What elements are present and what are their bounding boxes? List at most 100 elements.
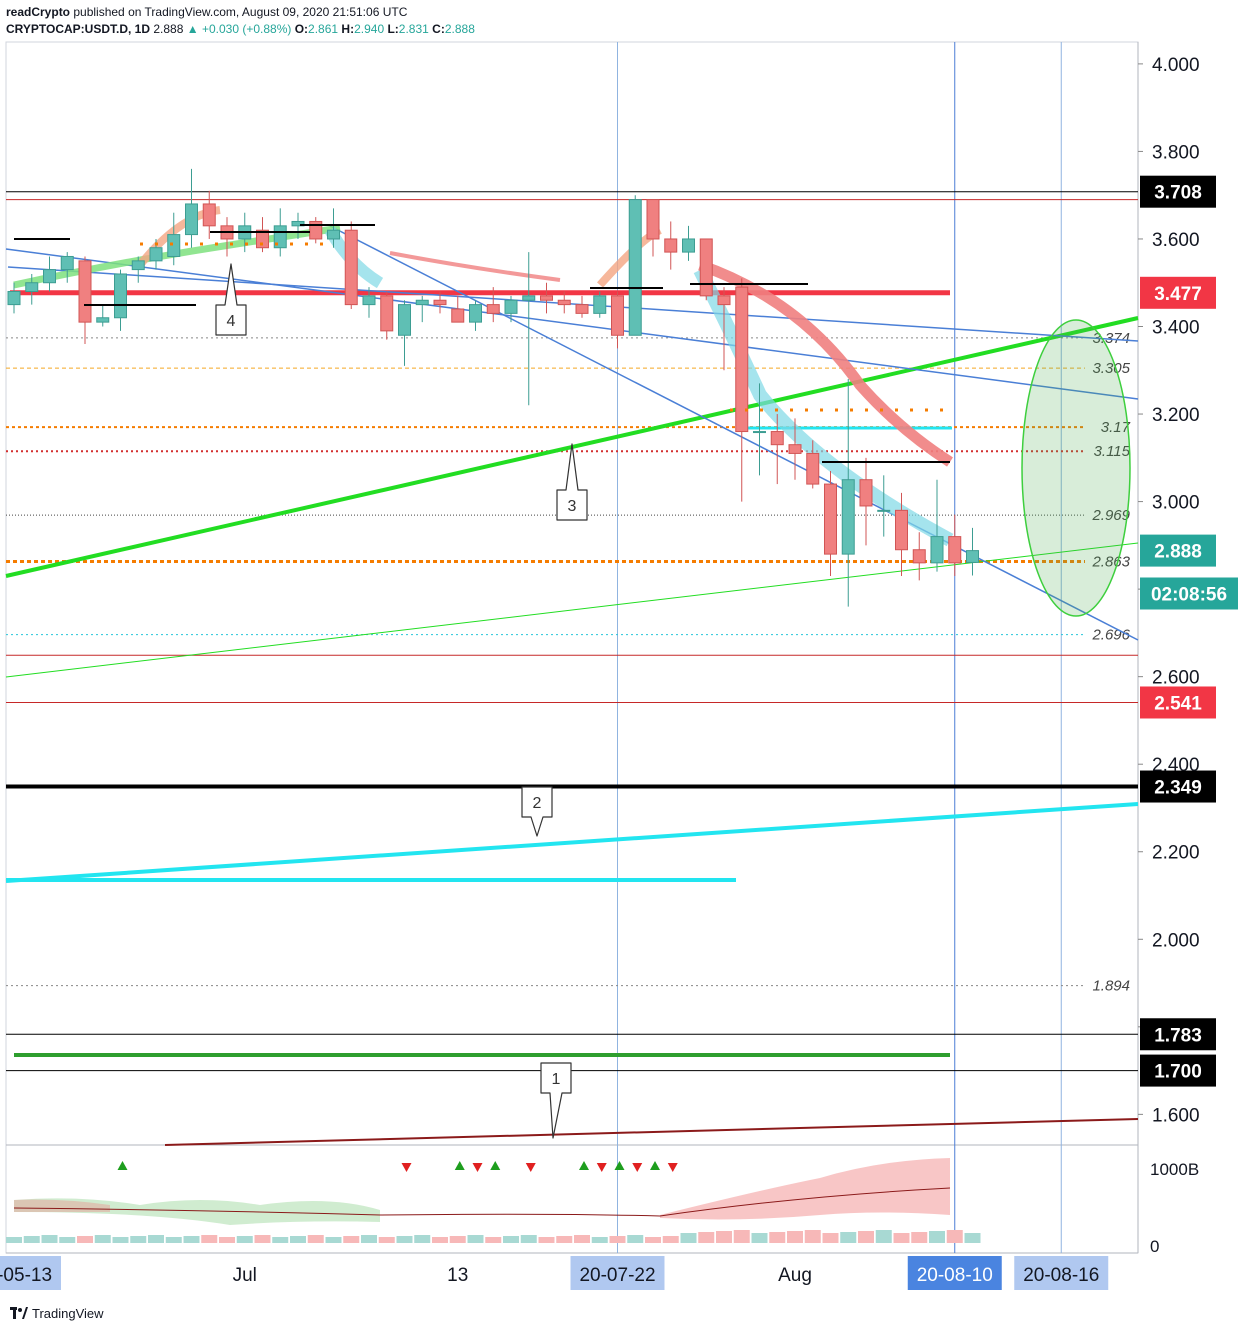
level-label: 3.305 bbox=[1092, 360, 1130, 377]
volume-bar bbox=[538, 1237, 555, 1243]
publish-date: published on TradingView.com, August 09,… bbox=[73, 5, 408, 19]
volume-bar bbox=[716, 1231, 732, 1243]
callout-box bbox=[540, 1062, 572, 1139]
price-badge-label: 2.888 bbox=[1154, 542, 1202, 563]
time-badge bbox=[1014, 1256, 1109, 1290]
candle-body bbox=[877, 509, 891, 512]
candle-body bbox=[167, 234, 181, 257]
level-label: 2.863 bbox=[1091, 554, 1130, 571]
price-badge-label: 2.349 bbox=[1154, 778, 1202, 799]
price-badge-label: 2.541 bbox=[1154, 693, 1202, 714]
candle-body bbox=[646, 199, 660, 240]
candle-body bbox=[25, 282, 39, 292]
candle-body bbox=[256, 229, 269, 249]
cyan-trendline bbox=[5, 802, 1139, 883]
candle-body bbox=[770, 431, 784, 446]
volume-bar bbox=[219, 1237, 235, 1243]
green-thin-trendline bbox=[5, 542, 1139, 678]
candle-body bbox=[895, 509, 908, 551]
last-price: 2.888 bbox=[153, 22, 184, 36]
volume-axis-label: 0 bbox=[1150, 1237, 1159, 1256]
volume-bar bbox=[822, 1233, 839, 1243]
candle-body bbox=[114, 273, 127, 319]
callout-number: 1 bbox=[552, 1071, 561, 1088]
indicator-cloud-green bbox=[14, 1198, 380, 1225]
volume-bar bbox=[130, 1236, 147, 1243]
buy-signal-icon bbox=[650, 1161, 660, 1170]
price-badge bbox=[1140, 686, 1216, 719]
price-tick-label: 3.600 bbox=[1152, 230, 1200, 251]
time-label: 20-08-10 bbox=[917, 1265, 993, 1286]
candle-body bbox=[78, 260, 92, 323]
candle-body bbox=[60, 255, 74, 271]
volume-bar bbox=[272, 1237, 289, 1243]
volume-bar bbox=[733, 1230, 750, 1243]
low-value: 2.831 bbox=[398, 22, 429, 36]
callout-box bbox=[521, 786, 553, 837]
volume-bar bbox=[254, 1235, 271, 1243]
blue-trendline-lower bbox=[329, 225, 1139, 641]
price-tick-label: 2.600 bbox=[1152, 668, 1200, 689]
ma-band-cyan-2 bbox=[693, 266, 954, 547]
candle-body bbox=[557, 299, 571, 306]
time-label: 13 bbox=[447, 1265, 468, 1286]
candle-body bbox=[433, 299, 447, 306]
candle-body bbox=[628, 199, 642, 336]
volume-bar bbox=[432, 1237, 448, 1243]
price-tick-label: 1.600 bbox=[1152, 1105, 1200, 1126]
ma-band-red-thin bbox=[389, 251, 561, 282]
volume-bar bbox=[94, 1235, 111, 1243]
volume-bar bbox=[680, 1233, 697, 1243]
volume-bar bbox=[769, 1232, 786, 1243]
candle-body bbox=[202, 203, 216, 227]
time-label: 20-05-13 bbox=[0, 1265, 52, 1286]
tradingview-brand[interactable]: TradingView bbox=[10, 1306, 104, 1321]
volume-bar bbox=[662, 1236, 679, 1243]
volume-bar bbox=[396, 1236, 413, 1243]
volume-axis-label: 1000B bbox=[1150, 1160, 1199, 1179]
close-label: C: bbox=[432, 22, 445, 36]
target-ellipse bbox=[1021, 319, 1131, 617]
volume-bar bbox=[591, 1237, 608, 1243]
ma-band-red bbox=[698, 259, 953, 467]
brand-label: TradingView bbox=[32, 1306, 104, 1321]
tradingview-logo-icon bbox=[10, 1307, 28, 1319]
buy-signal-icon bbox=[579, 1161, 589, 1170]
publish-info: readCrypto published on TradingView.com,… bbox=[6, 5, 407, 19]
volume-bar bbox=[645, 1237, 661, 1243]
chart-frame bbox=[5, 41, 1139, 1254]
sell-signal-icon bbox=[472, 1163, 483, 1172]
price-badge-label: 3.708 bbox=[1154, 183, 1202, 204]
volume-bar bbox=[787, 1231, 803, 1243]
volume-bar bbox=[698, 1232, 715, 1243]
volume-bar bbox=[361, 1235, 377, 1243]
volume-bar bbox=[751, 1233, 768, 1243]
buy-signal-icon bbox=[454, 1161, 465, 1170]
price-badge bbox=[1140, 175, 1216, 208]
callout-box bbox=[215, 263, 247, 336]
candle-body bbox=[185, 203, 198, 236]
volume-bar bbox=[467, 1235, 484, 1243]
volume-bar bbox=[165, 1237, 182, 1243]
callout-number: 2 bbox=[533, 795, 542, 812]
volume-bar bbox=[23, 1236, 40, 1243]
symbol-info: CRYPTOCAP:USDT.D, 1D 2.888 ▲ +0.030 (+0.… bbox=[6, 22, 475, 36]
candle-body bbox=[415, 299, 429, 306]
candle-body bbox=[717, 295, 731, 306]
volume-bar bbox=[911, 1232, 928, 1243]
open-value: 2.861 bbox=[308, 22, 339, 36]
candle-body bbox=[291, 220, 305, 227]
sell-signal-icon bbox=[525, 1163, 536, 1172]
sell-signal-icon bbox=[596, 1163, 607, 1172]
candle-body bbox=[788, 444, 802, 454]
candle-body bbox=[682, 238, 695, 253]
price-badge bbox=[1140, 577, 1238, 610]
candle-body bbox=[469, 304, 482, 323]
candle-body bbox=[859, 479, 873, 507]
volume-bar bbox=[41, 1235, 58, 1243]
symbol-label: CRYPTOCAP:USDT.D, 1D bbox=[6, 22, 151, 36]
publisher-name[interactable]: readCrypto bbox=[6, 5, 71, 19]
high-value: 2.940 bbox=[354, 22, 385, 36]
time-label: 20-08-16 bbox=[1023, 1265, 1099, 1286]
